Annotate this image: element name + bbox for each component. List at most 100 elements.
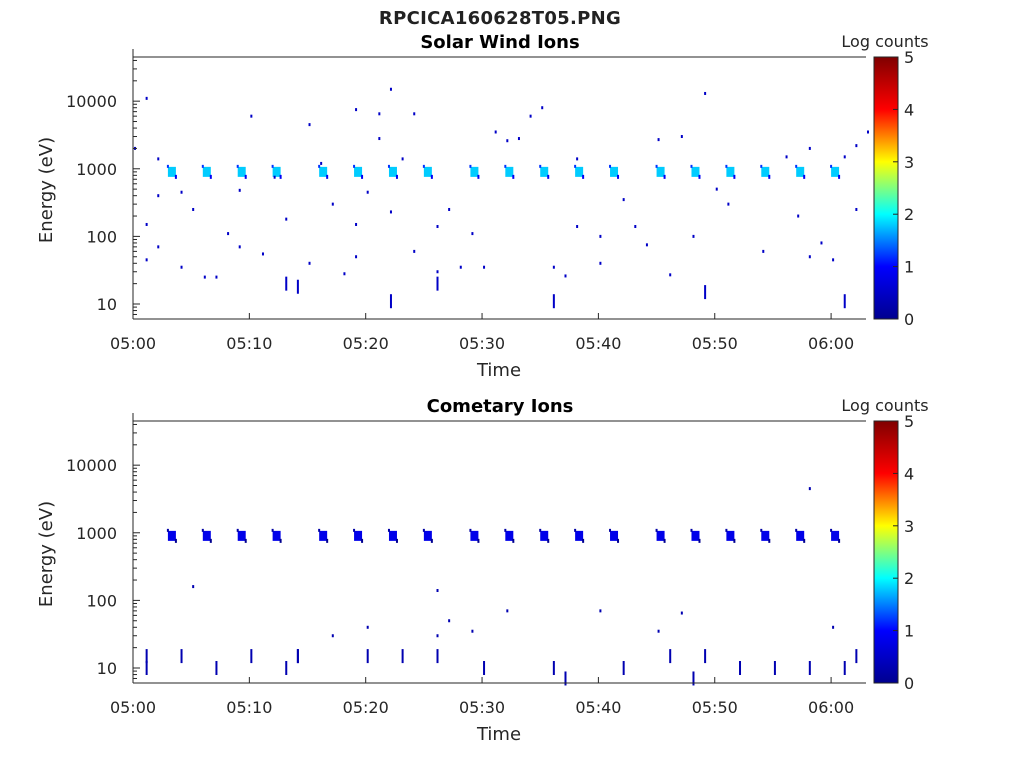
- beam-core: [761, 166, 770, 177]
- beam-core: [656, 530, 665, 541]
- beam-cluster: [830, 528, 841, 543]
- beam-edge: [477, 538, 480, 543]
- colorbar: 0 1 2 3 4 5: [873, 412, 914, 693]
- data-point: [715, 187, 718, 191]
- data-point: [366, 625, 369, 629]
- beam-cluster: [760, 164, 771, 179]
- data-point: [506, 609, 509, 613]
- data-point: [401, 649, 404, 664]
- beam-core: [354, 166, 363, 177]
- beam-core: [610, 530, 619, 541]
- x-axis-label-solar-wind: Time: [476, 360, 521, 381]
- beam-edge: [725, 528, 728, 532]
- beam-cluster: [539, 164, 550, 179]
- beam-edge: [830, 164, 833, 168]
- beam-edge: [838, 538, 841, 543]
- beam-edge: [279, 174, 282, 179]
- x-tick-label: 05:20: [343, 698, 389, 717]
- beam-core: [656, 166, 665, 177]
- beam-edge: [318, 528, 321, 532]
- beam-cluster: [422, 528, 433, 543]
- data-point: [145, 649, 148, 664]
- data-point: [704, 649, 707, 664]
- beam-cluster: [236, 528, 247, 543]
- data-point: [250, 114, 253, 118]
- colorbar: 0 1 2 3 4 5: [873, 48, 914, 329]
- beam-edge: [574, 164, 577, 168]
- data-point: [494, 130, 497, 134]
- beam-edge: [582, 174, 585, 179]
- beam-cluster: [655, 528, 666, 543]
- colorbar-label-solar-wind: Log counts: [841, 32, 928, 51]
- data-point: [273, 175, 276, 179]
- beam-edge: [353, 164, 356, 168]
- panel-title-cometary: Cometary Ions: [427, 396, 574, 417]
- beam-cluster: [166, 164, 177, 179]
- data-point: [459, 265, 462, 269]
- data-point: [867, 130, 869, 134]
- x-tick-label: 05:20: [343, 334, 389, 353]
- beam-cluster: [353, 164, 364, 179]
- beam-cluster: [469, 528, 480, 543]
- data-point: [308, 123, 311, 127]
- beam-edge: [430, 174, 433, 179]
- data-point: [413, 249, 416, 253]
- data-point: [773, 661, 776, 676]
- y-tick-label: 10: [97, 295, 117, 314]
- data-point: [145, 96, 148, 100]
- data-point: [320, 161, 323, 165]
- beam-cluster: [690, 164, 701, 179]
- data-point: [808, 487, 811, 491]
- beam-cluster: [609, 528, 620, 543]
- beam-cluster: [795, 528, 806, 543]
- colorbar-tick-label: 0: [904, 674, 914, 693]
- data-point: [436, 276, 439, 291]
- data-point: [483, 265, 486, 269]
- data-point: [203, 275, 206, 279]
- beam-cluster: [725, 528, 736, 543]
- data-point: [564, 671, 567, 686]
- y-tick-label: 10: [97, 659, 117, 678]
- data-point: [285, 276, 288, 291]
- beam-edge: [795, 164, 798, 168]
- data-point: [832, 625, 835, 629]
- data-point: [180, 190, 183, 194]
- beam-core: [540, 530, 549, 541]
- data-point: [192, 585, 195, 589]
- beam-edge: [768, 538, 771, 543]
- data-point: [506, 139, 509, 143]
- data-point: [215, 661, 218, 676]
- x-tick-label: 05:00: [110, 334, 156, 353]
- data-point: [599, 261, 602, 265]
- data-point: [192, 207, 195, 211]
- beam-cluster: [318, 528, 329, 543]
- data-point: [355, 222, 358, 226]
- y-tick-label: 1000: [76, 524, 117, 543]
- beam-edge: [760, 528, 763, 532]
- x-tick-label: 05:10: [226, 698, 272, 717]
- data-point: [180, 265, 183, 269]
- data-point: [599, 234, 602, 238]
- beam-edge: [209, 538, 212, 543]
- beam-edge: [504, 528, 507, 532]
- beam-cluster: [760, 528, 771, 543]
- data-point: [832, 258, 835, 262]
- beam-cluster: [504, 528, 515, 543]
- beam-cluster: [166, 528, 177, 543]
- beam-core: [796, 166, 805, 177]
- beam-core: [470, 530, 479, 541]
- beam-edge: [361, 174, 364, 179]
- beam-cluster: [387, 164, 398, 179]
- beam-edge: [174, 174, 177, 179]
- data-point: [808, 255, 811, 259]
- beam-core: [505, 530, 514, 541]
- beam-edge: [166, 528, 169, 532]
- x-tick-label: 05:30: [459, 334, 505, 353]
- beam-cluster: [609, 164, 620, 179]
- beam-core: [272, 530, 281, 541]
- data-point: [145, 222, 148, 226]
- data-point: [704, 91, 707, 95]
